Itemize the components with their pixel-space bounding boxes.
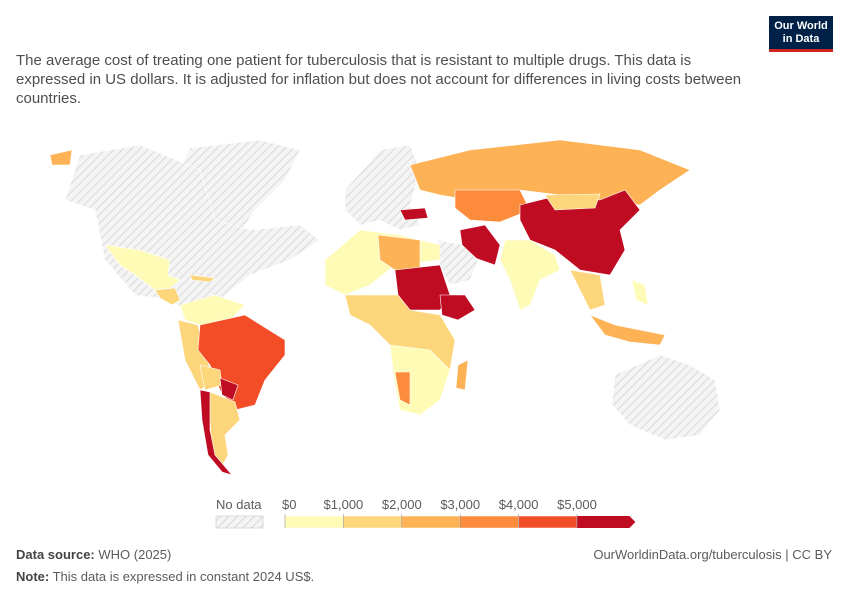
source: Data source: WHO (2025) [16,547,171,562]
no-data-label: No data [216,497,262,512]
legend-tick-label: $4,000 [499,497,539,512]
argentina [209,391,241,471]
cuba [189,274,216,283]
legend: No data $0 $1,000 $2,000 $3,000 $4,000 $5,000 [215,497,636,529]
legend-bin [518,515,578,529]
europe [344,144,421,231]
paraguay [219,377,239,401]
legend-tick-label: $0 [282,497,296,512]
legend-tick-label: $3,000 [440,497,480,512]
namibia [394,371,411,406]
philippines [631,279,649,306]
central-america [154,287,181,306]
legend-tick-label: $5,000 [557,497,597,512]
madagascar [455,359,469,391]
turkey [399,207,429,221]
legend-tick-label: $1,000 [324,497,364,512]
legend-bin [459,515,519,529]
note-text: This data is expressed in constant 2024 … [52,569,315,584]
logo[interactable]: Our World in Data [769,16,833,52]
indonesia [589,314,666,346]
source-label: Data source: [16,547,95,562]
brazil [197,314,286,411]
note: Note: This data is expressed in constant… [16,569,314,584]
southeast-asia [569,269,606,311]
no-data-swatch [215,515,264,529]
title: The average cost of treating one patient… [16,52,742,107]
note-label: Note: [16,569,50,584]
legend-bin [343,515,403,529]
world-map [49,139,721,476]
chile [199,389,233,476]
legend-bin [401,515,461,529]
legend-bin [284,515,344,529]
legend-bin [577,516,636,528]
legend-tick-label: $2,000 [382,497,422,512]
australia [611,354,721,441]
alaska [49,149,73,166]
source-text: WHO (2025) [98,547,172,562]
logo-line: Our World [774,20,828,32]
mexico [104,244,181,291]
logo-line: in Data [782,33,820,45]
india [499,239,561,311]
kazakhstan [454,189,531,223]
url[interactable]: OurWorldinData.org/tuberculosis | CC BY [593,547,832,562]
mongolia [544,193,601,211]
ethiopia [439,294,476,321]
countries [49,139,721,476]
